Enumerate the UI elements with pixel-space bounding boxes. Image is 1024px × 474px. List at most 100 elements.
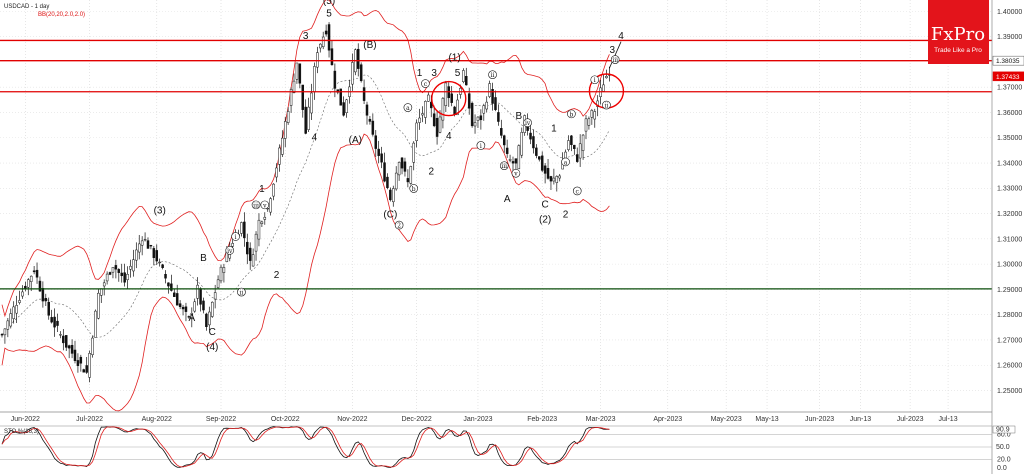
- x-tick-label: Dec-2022: [401, 416, 431, 423]
- candle-body: [535, 147, 538, 156]
- candle-body: [219, 266, 223, 282]
- wave-label: 5: [326, 8, 332, 19]
- candle-body: [517, 145, 521, 170]
- candle-body: [307, 106, 310, 130]
- horizontal-levels: [0, 39, 992, 290]
- candle-body: [263, 216, 267, 220]
- wave-label: A: [188, 313, 195, 324]
- candle-body: [333, 70, 337, 89]
- y-tick-label: 1.34000: [997, 160, 1022, 167]
- y-tick-label: 1.37000: [997, 85, 1022, 92]
- candle-body: [441, 98, 445, 121]
- x-tick-label: Jun-2022: [11, 416, 40, 423]
- candle-body: [485, 101, 488, 110]
- wave-label: (4): [206, 342, 218, 353]
- candle-body: [50, 317, 53, 323]
- candle-body: [529, 132, 532, 140]
- candle-body: [120, 272, 123, 277]
- candle-body: [126, 274, 129, 281]
- x-tick-label: Apr-2023: [653, 416, 682, 423]
- candle-body: [70, 344, 74, 354]
- candle-body: [149, 245, 153, 247]
- candle-body: [0, 334, 4, 336]
- y-tick-label: 1.30000: [997, 262, 1022, 269]
- candle-body: [596, 100, 599, 107]
- roman-label: b: [412, 186, 416, 193]
- roman-label-circle: [394, 220, 404, 230]
- candle-body: [105, 273, 109, 282]
- y-tick-label: 1.39000: [997, 34, 1022, 41]
- candle-body: [47, 301, 50, 316]
- roman-label-circle: [561, 157, 570, 167]
- candle-body: [41, 288, 45, 302]
- candle-body: [102, 282, 106, 287]
- roman-label: v: [513, 171, 518, 178]
- sto-top-tag: [992, 425, 1016, 434]
- candle-body: [389, 189, 392, 201]
- roman-label-circle: [476, 141, 486, 150]
- candle-body: [491, 89, 494, 104]
- wave-label: B: [200, 253, 207, 264]
- candle-body: [184, 306, 188, 312]
- candle-body: [406, 178, 410, 183]
- candle-body: [295, 62, 299, 80]
- roman-label: c: [576, 188, 580, 195]
- candle-body: [386, 176, 389, 189]
- candle-body: [465, 76, 468, 86]
- y-tick-label: 1.26000: [997, 363, 1022, 370]
- sto-top-value: 90.9: [996, 427, 1010, 434]
- candle-body: [409, 166, 413, 184]
- candle-body: [511, 161, 515, 164]
- sto-mid-value: 50.0: [996, 444, 1010, 451]
- candle-body: [205, 313, 208, 328]
- candle-body: [575, 154, 579, 162]
- candle-body: [76, 360, 80, 366]
- bb-lower: [1, 133, 610, 412]
- projection-arrow: [608, 41, 622, 69]
- candle-body: [371, 120, 375, 135]
- candle-body: [494, 97, 497, 110]
- candle-body: [187, 316, 191, 318]
- wave-label: A: [504, 194, 511, 205]
- candle-body: [421, 113, 424, 116]
- roman-label: iii: [612, 57, 618, 64]
- candle-body: [135, 249, 138, 261]
- candle-body: [82, 369, 86, 373]
- candle-body: [175, 293, 179, 306]
- roman-label-circle: [610, 55, 620, 64]
- candle-body: [286, 111, 290, 123]
- wave-label: 2: [563, 209, 569, 220]
- candle-body: [222, 267, 226, 273]
- roman-label: c: [424, 81, 428, 88]
- candle-body: [15, 305, 18, 314]
- candle-body: [278, 147, 281, 165]
- candle-body: [59, 334, 62, 336]
- candle-body: [427, 94, 430, 102]
- bb-middle: [1, 74, 610, 338]
- candle-body: [502, 135, 506, 146]
- x-tick-label: May-2023: [711, 416, 742, 423]
- candle-body: [251, 254, 255, 267]
- candle-body: [453, 106, 456, 115]
- candle-body: [129, 265, 132, 270]
- candle-body: [380, 153, 383, 163]
- candle-body: [216, 279, 220, 288]
- roman-label: i: [480, 143, 482, 150]
- candle-body: [584, 118, 588, 132]
- y-tick-label: 1.29000: [997, 287, 1022, 294]
- wave-label: 1: [259, 184, 265, 195]
- candle-body: [570, 135, 573, 145]
- candle-body: [415, 122, 418, 141]
- candle-body: [114, 265, 118, 270]
- candle-body: [500, 128, 503, 136]
- candle-body: [18, 300, 21, 303]
- highlight-circle: [431, 80, 467, 117]
- x-tick-label: Jun-2023: [805, 416, 834, 423]
- candle-body: [240, 222, 243, 234]
- candlesticks: [0, 22, 611, 383]
- wave-label: 3: [303, 31, 309, 42]
- candle-body: [38, 280, 42, 292]
- candle-body: [488, 83, 491, 97]
- candle-body: [178, 303, 182, 307]
- x-tick-label: Nov-2022: [337, 416, 367, 423]
